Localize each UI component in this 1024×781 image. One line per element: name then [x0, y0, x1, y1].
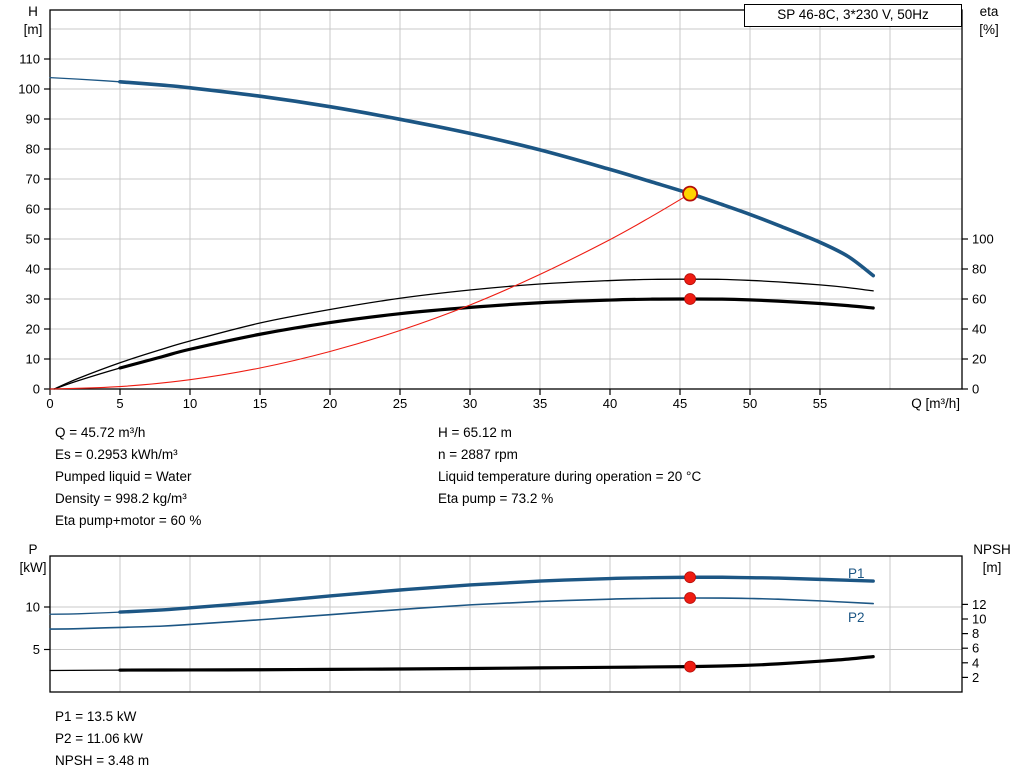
power-npsh: NPSH = 3.48 m	[55, 753, 150, 768]
y2-tick-label: 0	[972, 382, 979, 397]
x-tick-label: 5	[116, 396, 123, 411]
operating-point-dot	[684, 592, 696, 604]
y-tick-label: 60	[26, 202, 40, 217]
x-tick-label: 25	[393, 396, 407, 411]
y-tick-label: 80	[26, 142, 40, 157]
x-tick-label: 0	[46, 396, 53, 411]
series-P1-thick	[118, 575, 875, 614]
y-tick-label: 100	[18, 82, 40, 97]
op-temp: Liquid temperature during operation = 20…	[438, 469, 702, 484]
y2-tick-label: 100	[972, 232, 994, 247]
y2-tick-label: 4	[972, 655, 979, 670]
p1-curve-label: P1	[848, 566, 865, 581]
h-axis-title-line2: [m]	[23, 22, 43, 37]
y-tick-label: 90	[26, 112, 40, 127]
axes: 0 10 20 30 40 50 60 70 80 90 100 110 0 20 40 60 80 100 0 5 1…	[18, 52, 993, 412]
op-eta-pump: Eta pump = 73.2 %	[438, 491, 554, 506]
operating-point-dot	[684, 571, 696, 584]
y2-tick-label: 20	[972, 352, 986, 367]
power-p2: P2 = 11.06 kW	[55, 731, 143, 746]
y-tick-label: 70	[26, 172, 40, 187]
y2-tick-label: 80	[972, 262, 986, 277]
operating-data-right: H = 65.12 m n = 2887 rpm Liquid temperat…	[438, 422, 701, 510]
h-axis-title: H [m]	[16, 3, 50, 39]
eta-axis-title: eta [%]	[966, 3, 1012, 39]
op-density: Density = 998.2 kg/m³	[55, 491, 187, 506]
y-tick-label: 0	[33, 382, 40, 397]
series-H-thick	[118, 80, 875, 278]
power-data: P1 = 13.5 kW P2 = 11.06 kW NPSH = 3.48 m	[55, 706, 149, 772]
power-p1: P1 = 13.5 kW	[55, 709, 137, 724]
q-axis-title: Q [m³/h]	[911, 396, 960, 411]
op-h: H = 65.12 m	[438, 425, 512, 440]
y-tick-label: 110	[19, 52, 40, 67]
eta-axis-title-line2: [%]	[979, 22, 999, 37]
x-tick-label: 20	[323, 396, 337, 411]
y-tick-label: 40	[26, 262, 40, 277]
x-tick-label: 45	[673, 396, 687, 411]
operating-point-dot	[684, 293, 696, 305]
p2-curve-label: P2	[848, 610, 865, 625]
y2-tick-label: 12	[972, 597, 986, 612]
y2-tick-label: 6	[972, 641, 979, 656]
x-tick-label: 10	[183, 396, 197, 411]
p-axis-title: P [kW]	[14, 541, 52, 577]
plot-border	[49, 9, 963, 390]
y-tick-label: 10	[26, 352, 40, 367]
y2-tick-label: 40	[972, 322, 986, 337]
operating-point-dot	[684, 273, 696, 286]
op-n: n = 2887 rpm	[438, 447, 518, 462]
eta-axis-title-line1: eta	[979, 4, 999, 19]
series-duty-parabola	[49, 193, 691, 390]
y2-tick-label: 10	[972, 612, 986, 627]
p-axis-title-line1: P	[28, 542, 38, 557]
plot-border	[49, 555, 963, 693]
op-eta-pump-motor: Eta pump+motor = 60 %	[55, 513, 202, 528]
y-tick-label: 10	[26, 600, 40, 615]
y2-tick-label: 8	[972, 626, 979, 641]
x-tick-label: 55	[813, 396, 827, 411]
grid	[50, 10, 962, 389]
op-q: Q = 45.72 m³/h	[55, 425, 146, 440]
y-tick-label: 30	[26, 292, 40, 307]
y-tick-label: 5	[33, 642, 40, 657]
x-tick-label: 50	[743, 396, 757, 411]
npsh-axis-title: NPSH [m]	[962, 541, 1022, 577]
y2-tick-label: 60	[972, 292, 986, 307]
op-es: Es = 0.2953 kWh/m³	[55, 447, 178, 462]
npsh-axis-title-line1: NPSH	[973, 542, 1011, 557]
duty-point-marker	[682, 185, 698, 202]
operating-data-left: Q = 45.72 m³/h Es = 0.2953 kWh/m³ Pumped…	[55, 422, 201, 532]
x-tick-label: 35	[533, 396, 547, 411]
h-axis-title-line1: H	[28, 4, 38, 19]
series-eta-pump-plus-motor-thick	[118, 297, 875, 370]
npsh-axis-title-line2: [m]	[982, 560, 1002, 575]
y-tick-label: 20	[26, 322, 40, 337]
x-tick-label: 40	[603, 396, 617, 411]
y-tick-label: 50	[26, 232, 40, 247]
p-axis-title-line2: [kW]	[19, 560, 47, 575]
series-P2	[49, 597, 874, 630]
operating-point-dot	[684, 660, 696, 673]
series-eta-pump	[53, 278, 874, 390]
chart-title-box: SP 46-8C, 3*230 V, 50Hz	[744, 4, 962, 27]
chart-0: 0 10 20 30 40 50 60 70 80 90 100 110 0 20 40 60 80 100 0 5 1…	[18, 9, 994, 412]
series-NPSH-thick	[118, 655, 875, 672]
y2-tick-label: 2	[972, 670, 979, 685]
x-tick-label: 15	[253, 396, 267, 411]
op-liquid: Pumped liquid = Water	[55, 469, 192, 484]
x-tick-label: 30	[463, 396, 477, 411]
